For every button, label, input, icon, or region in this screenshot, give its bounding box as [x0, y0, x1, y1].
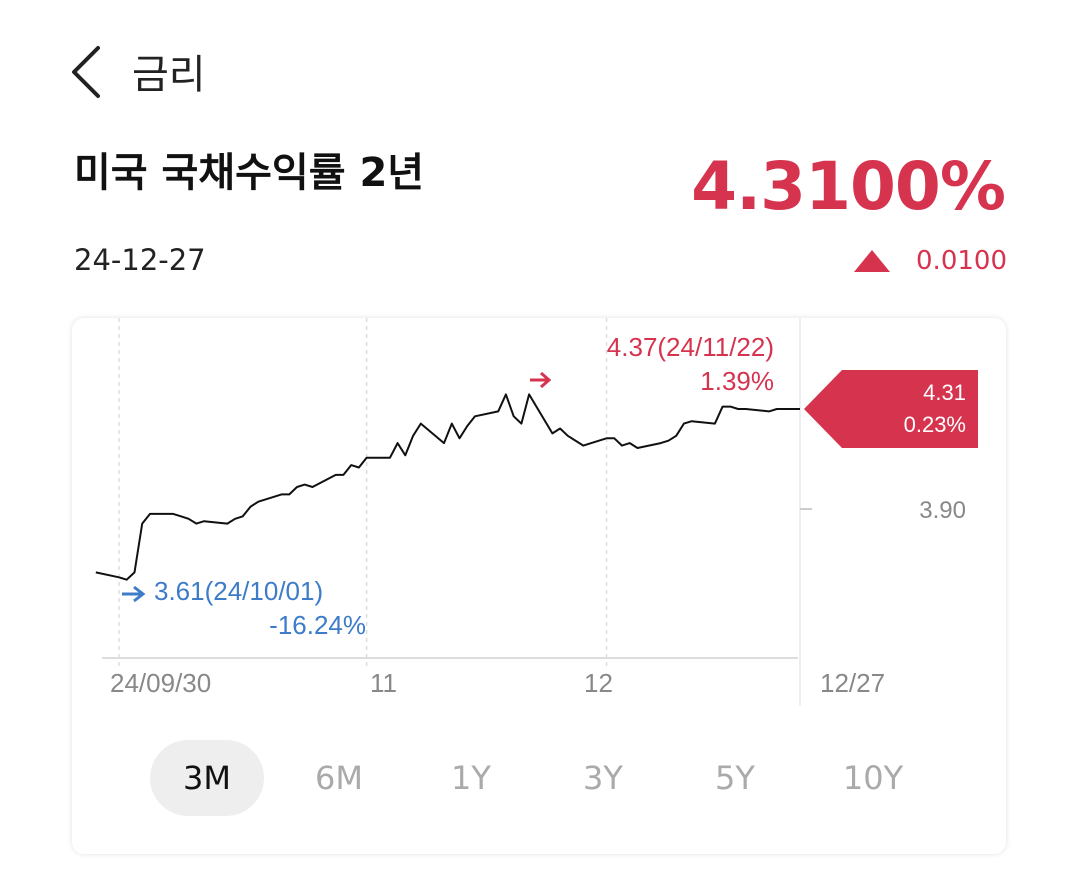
arrow-right-icon: [122, 585, 146, 603]
period-tabs: 3M 6M 1Y 3Y 5Y 10Y: [0, 740, 1079, 818]
max-label-pct: 1.39%: [700, 366, 774, 396]
price-change-value: 0.0100: [916, 246, 1007, 276]
min-label-pct: -16.24%: [269, 610, 366, 640]
line-chart[interactable]: 4.37(24/11/22) 1.39% 3.61(24/10/01) -16.…: [72, 318, 1006, 738]
current-label-pct: 0.23%: [904, 412, 966, 437]
arrow-right-icon: [530, 371, 552, 389]
price-change: 0.0100: [854, 246, 1007, 276]
y-tick-label: 3.90: [919, 497, 966, 524]
max-annotation: 4.37(24/11/22) 1.39%: [530, 332, 774, 396]
instrument-title: 미국 국채수익률 2년: [74, 150, 425, 196]
x-tick-label: 24/09/30: [110, 668, 211, 698]
tab-10y[interactable]: 10Y: [842, 759, 904, 797]
current-label-value: 4.31: [923, 380, 966, 405]
min-label-value: 3.61(24/10/01): [154, 576, 323, 606]
tab-3m[interactable]: 3M: [150, 740, 264, 816]
x-tick-label: 12: [584, 668, 613, 698]
x-tick-label: 12/27: [820, 668, 885, 698]
x-tick-label: 11: [370, 668, 397, 698]
current-value-badge: 4.31 0.23%: [804, 370, 978, 448]
chevron-left-icon: [72, 46, 100, 98]
triangle-up-icon: [854, 250, 891, 272]
header: 금리: [0, 0, 1079, 120]
max-label-value: 4.37(24/11/22): [607, 332, 774, 362]
tab-1y[interactable]: 1Y: [451, 759, 491, 797]
back-button[interactable]: [62, 40, 112, 104]
tab-6m[interactable]: 6M: [315, 759, 363, 797]
current-price: 4.3100%: [691, 148, 1006, 225]
min-annotation: 3.61(24/10/01) -16.24%: [122, 576, 366, 640]
series-line: [95, 393, 800, 581]
tab-5y[interactable]: 5Y: [715, 759, 755, 797]
header-title: 금리: [132, 52, 206, 98]
tab-3y[interactable]: 3Y: [583, 759, 623, 797]
price-date: 24-12-27: [74, 243, 206, 277]
